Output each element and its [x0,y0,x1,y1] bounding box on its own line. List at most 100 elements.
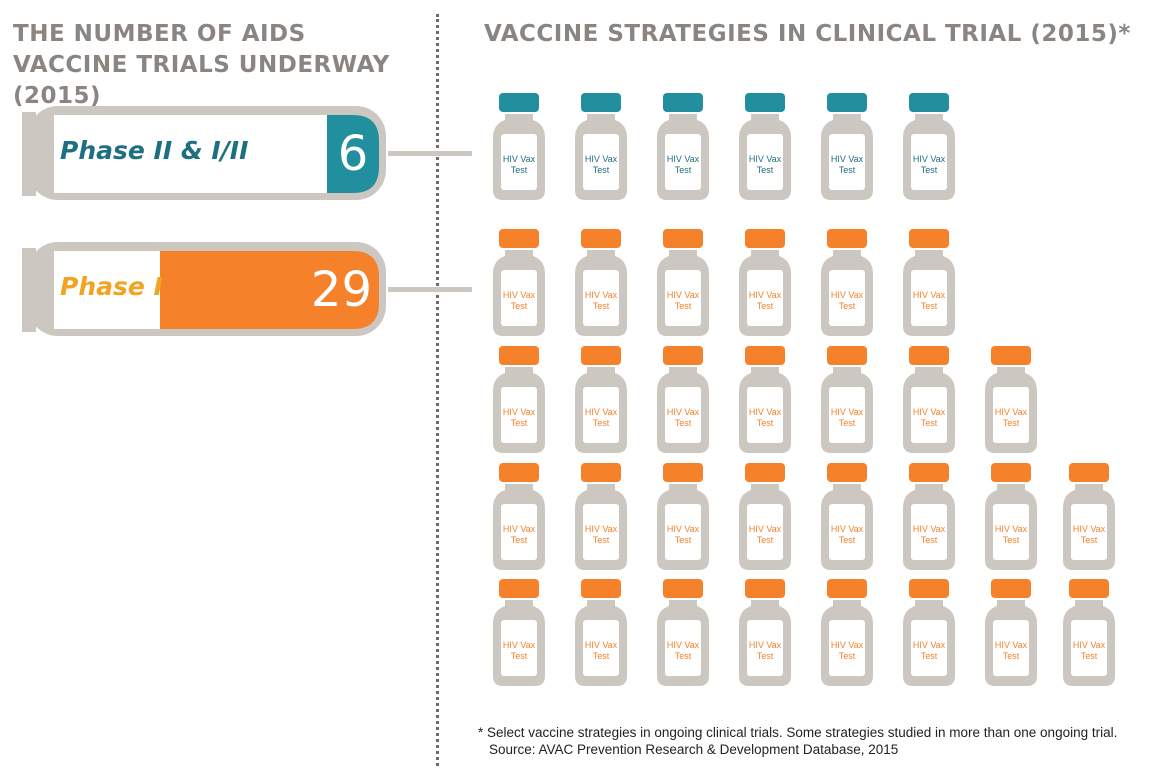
vial-label: HIV Vax [994,407,1028,417]
dotted-divider [436,14,439,766]
vial-label: HIV Vax [1072,524,1106,534]
vial-label: Test [592,651,610,661]
vial-phase1-23: HIV Vax Test [575,578,627,686]
vial-label: Test [920,418,938,428]
vial-phase2-6: HIV Vax Test [903,92,955,200]
syringe-phase2-graphic [22,106,472,200]
phase2-count: 6 [337,126,369,182]
vial-label: HIV Vax [666,290,700,300]
footnote: * Select vaccine strategies in ongoing c… [478,724,1148,758]
vial-phase1-12: HIV Vax Test [903,345,955,453]
vial-label: HIV Vax [502,524,536,534]
vial-label: HIV Vax [830,407,864,417]
vial-label: HIV Vax [748,524,782,534]
syringe-phase2-fill [327,115,379,193]
vial-phase1-3: HIV Vax Test [657,228,709,336]
vial-label: HIV Vax [584,524,618,534]
vial-label: Test [838,418,856,428]
vial-label: Test [674,165,692,175]
vial-label: Test [592,165,610,175]
vial-label: HIV Vax [912,154,946,164]
vial-phase1-20: HIV Vax Test [985,462,1037,570]
vial-label: Test [838,165,856,175]
vial-label: Test [920,651,938,661]
vial-label: Test [838,535,856,545]
vial-label: Test [838,301,856,311]
vial-phase2-4: HIV Vax Test [739,92,791,200]
vial-label: Test [592,418,610,428]
vial-phase1-14: HIV Vax Test [493,462,545,570]
phase1-count: 29 [310,262,372,318]
vial-label: HIV Vax [830,154,864,164]
vial-phase1-5: HIV Vax Test [821,228,873,336]
vial-phase1-16: HIV Vax Test [657,462,709,570]
vial-label: Test [510,651,528,661]
syringe-phase2-needle [388,151,472,156]
vial-label: HIV Vax [830,640,864,650]
syringe-phase1-fill [160,251,379,329]
vial-phase1-7: HIV Vax Test [493,345,545,453]
vial-label: Test [674,651,692,661]
vial-label: HIV Vax [912,640,946,650]
vial-label: Test [920,165,938,175]
syringe-phase1-graphic [22,242,472,336]
vial-label: HIV Vax [584,407,618,417]
vial-label: Test [1002,535,1020,545]
vial-phase2-2: HIV Vax Test [575,92,627,200]
vial-phase1-10: HIV Vax Test [739,345,791,453]
vial-label: Test [674,301,692,311]
vial-label: Test [756,165,774,175]
vial-phase1-25: HIV Vax Test [739,578,791,686]
vial-phase1-17: HIV Vax Test [739,462,791,570]
vial-label: HIV Vax [994,640,1028,650]
vial-label: HIV Vax [748,407,782,417]
vial-label: HIV Vax [666,154,700,164]
vial-label: Test [510,301,528,311]
vial-phase1-28: HIV Vax Test [985,578,1037,686]
vial-label: HIV Vax [748,290,782,300]
vial-phase2-3: HIV Vax Test [657,92,709,200]
footnote-text: * Select vaccine strategies in ongoing c… [478,725,1118,740]
vial-label: HIV Vax [666,524,700,534]
vial-phase1-11: HIV Vax Test [821,345,873,453]
vial-label: Test [756,418,774,428]
vial-label: Test [592,535,610,545]
vial-phase1-27: HIV Vax Test [903,578,955,686]
vial-phase1-15: HIV Vax Test [575,462,627,570]
vial-phase1-9: HIV Vax Test [657,345,709,453]
vial-label: Test [1002,651,1020,661]
vial-phase1-13: HIV Vax Test [985,345,1037,453]
vial-label: Test [920,301,938,311]
syringe-phase1: Phase I 29 [0,240,472,340]
vial-label: Test [1080,651,1098,661]
vial-label: HIV Vax [1072,640,1106,650]
vial-label: Test [1080,535,1098,545]
vial-label: Test [510,165,528,175]
vial-label: HIV Vax [502,407,536,417]
left-title: THE NUMBER OF AIDS VACCINE TRIALS UNDERW… [13,21,390,109]
vial-phase1-19: HIV Vax Test [903,462,955,570]
phase2-label: Phase II & I/II [60,136,249,165]
vial-label: Test [592,301,610,311]
vial-label: HIV Vax [748,154,782,164]
vial-label: Test [510,535,528,545]
vial-label: Test [510,418,528,428]
vial-label: Test [756,535,774,545]
phase1-label: Phase I [60,272,163,301]
vial-phase1-4: HIV Vax Test [739,228,791,336]
vial-phase1-6: HIV Vax Test [903,228,955,336]
vial-label: HIV Vax [666,407,700,417]
vial-label: HIV Vax [584,640,618,650]
vial-phase2-5: HIV Vax Test [821,92,873,200]
vial-phase1-18: HIV Vax Test [821,462,873,570]
vial-phase1-24: HIV Vax Test [657,578,709,686]
vial-label: Test [838,651,856,661]
vial-label: HIV Vax [584,154,618,164]
vial-phase1-29: HIV Vax Test [1063,578,1115,686]
vial-label: HIV Vax [584,290,618,300]
vial-label: Test [756,301,774,311]
vial-label: Test [674,535,692,545]
vial-label: HIV Vax [502,640,536,650]
vial-label: HIV Vax [830,524,864,534]
syringe-phase2: Phase II & I/II 6 [0,104,472,204]
